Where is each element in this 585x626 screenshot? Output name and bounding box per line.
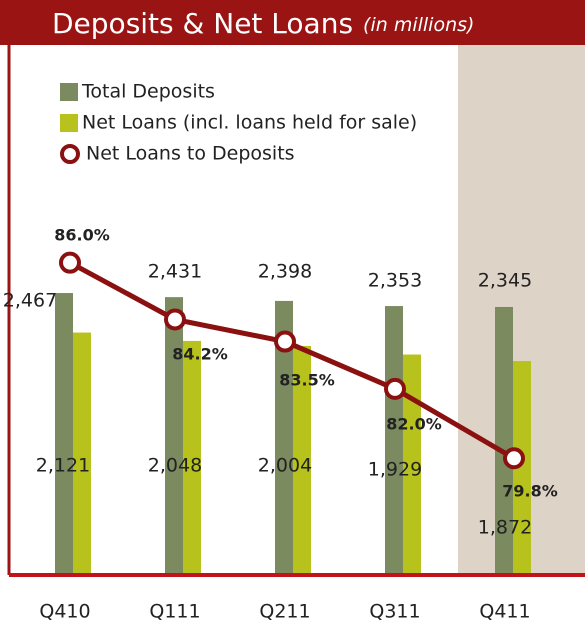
bar <box>385 306 403 575</box>
legend: Total Deposits Net Loans (incl. loans hel… <box>60 81 417 165</box>
bar-value-label: 2,467 <box>3 290 57 312</box>
ratio-marker <box>384 377 406 400</box>
legend-swatch <box>60 144 80 164</box>
x-tick-label: Q311 <box>369 601 420 623</box>
ratio-marker <box>274 330 296 353</box>
bar-value-label: 2,431 <box>148 261 202 283</box>
bar <box>495 306 513 575</box>
subtitle-text: (in millions) <box>363 14 474 36</box>
title-bar <box>0 0 585 45</box>
bar-value-label: 2,121 <box>36 455 90 477</box>
x-tick-label: Q111 <box>149 601 200 623</box>
bar <box>403 354 421 575</box>
bar <box>73 332 91 575</box>
bar-value-label: 1,929 <box>368 459 422 481</box>
ratio-marker <box>164 308 186 331</box>
legend-label: Total Deposits <box>81 81 215 103</box>
bar-value-label: 2,004 <box>258 455 312 477</box>
legend-label: Net Loans to Deposits <box>86 143 295 165</box>
bar-value-label: 2,353 <box>368 270 422 292</box>
ratio-marker <box>59 251 81 274</box>
x-tick-label: Q411 <box>479 601 530 623</box>
bar <box>513 361 531 575</box>
bar <box>293 345 311 575</box>
ratio-marker <box>503 447 525 470</box>
x-tick-label: Q211 <box>259 601 310 623</box>
bar-value-label: 2,345 <box>478 270 532 292</box>
chart-title: Deposits & Net Loans (in millions) <box>52 7 474 40</box>
bar <box>165 297 183 575</box>
bar-value-label: 2,398 <box>258 261 312 283</box>
bar-value-label: 2,048 <box>148 455 202 477</box>
ratio-label: 86.0% <box>54 226 110 245</box>
legend-swatch <box>60 83 78 101</box>
legend-swatch <box>60 114 78 132</box>
bar <box>275 300 293 575</box>
bar <box>183 340 201 575</box>
bar <box>55 293 73 575</box>
legend-label: Net Loans (incl. loans held for sale) <box>82 112 417 134</box>
ratio-label: 83.5% <box>279 371 335 390</box>
ratio-label: 84.2% <box>172 345 228 364</box>
plot: Q410 Q111 Q211 Q311 Q411 2,467 2,431 2,398 2,353… <box>3 226 558 623</box>
ratio-label: 82.0% <box>386 415 442 434</box>
bar-value-label: 1,872 <box>478 517 532 539</box>
title-text: Deposits & Net Loans <box>52 7 353 40</box>
ratio-label: 79.8% <box>502 482 558 501</box>
x-tick-label: Q410 <box>39 601 90 623</box>
